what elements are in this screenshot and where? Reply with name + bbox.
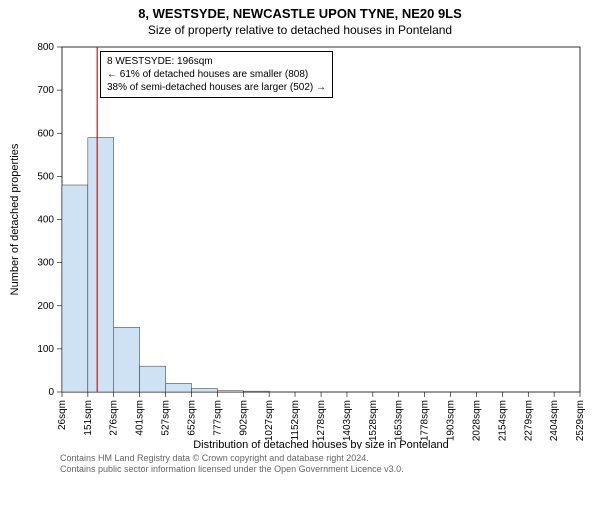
svg-text:777sqm: 777sqm [212,400,223,436]
svg-text:400: 400 [37,215,54,226]
page-title: 8, WESTSYDE, NEWCASTLE UPON TYNE, NE20 9… [0,6,600,21]
svg-text:100: 100 [37,344,54,355]
svg-text:1152sqm: 1152sqm [290,400,301,440]
svg-text:652sqm: 652sqm [187,400,198,436]
svg-text:Distribution of detached house: Distribution of detached houses by size … [193,439,449,449]
svg-text:2279sqm: 2279sqm [523,400,534,441]
svg-text:401sqm: 401sqm [135,400,146,436]
svg-text:2404sqm: 2404sqm [549,400,560,441]
svg-text:1528sqm: 1528sqm [368,400,379,441]
footer-line2: Contains public sector information licen… [60,464,590,475]
svg-text:276sqm: 276sqm [109,400,120,436]
svg-text:2154sqm: 2154sqm [497,400,508,441]
svg-text:300: 300 [37,258,54,269]
svg-text:200: 200 [37,301,54,312]
svg-text:902sqm: 902sqm [238,400,249,436]
svg-text:151sqm: 151sqm [83,400,94,436]
svg-text:0: 0 [48,387,54,398]
svg-text:527sqm: 527sqm [161,400,172,436]
svg-text:800: 800 [37,42,54,53]
annotation-line1: 8 WESTSYDE: 196sqm [107,55,326,68]
svg-text:1903sqm: 1903sqm [445,400,456,441]
svg-text:2529sqm: 2529sqm [575,400,586,441]
histogram-chart: 0 100 200 300 400 500 600 700 800 Number of detac… [0,39,600,449]
annotation-line3: 38% of semi-detached houses are larger (… [107,81,326,94]
svg-text:1778sqm: 1778sqm [420,400,431,441]
svg-text:2028sqm: 2028sqm [471,400,482,441]
svg-text:600: 600 [37,128,54,139]
svg-text:700: 700 [37,85,54,96]
svg-text:1653sqm: 1653sqm [394,400,405,441]
svg-text:1278sqm: 1278sqm [316,400,327,441]
svg-text:Number of detached properties: Number of detached properties [9,143,21,295]
svg-text:26sqm: 26sqm [57,400,68,430]
svg-text:1027sqm: 1027sqm [264,400,275,441]
footer-line1: Contains HM Land Registry data © Crown c… [60,453,590,464]
annotation-line2: ← 61% of detached houses are smaller (80… [107,68,326,81]
page-subtitle: Size of property relative to detached ho… [0,23,600,37]
svg-text:500: 500 [37,171,54,182]
svg-text:1403sqm: 1403sqm [342,400,353,441]
annotation-box: 8 WESTSYDE: 196sqm ← 61% of detached hou… [100,51,333,98]
chart-container: 0 100 200 300 400 500 600 700 800 Number of detac… [0,39,600,449]
